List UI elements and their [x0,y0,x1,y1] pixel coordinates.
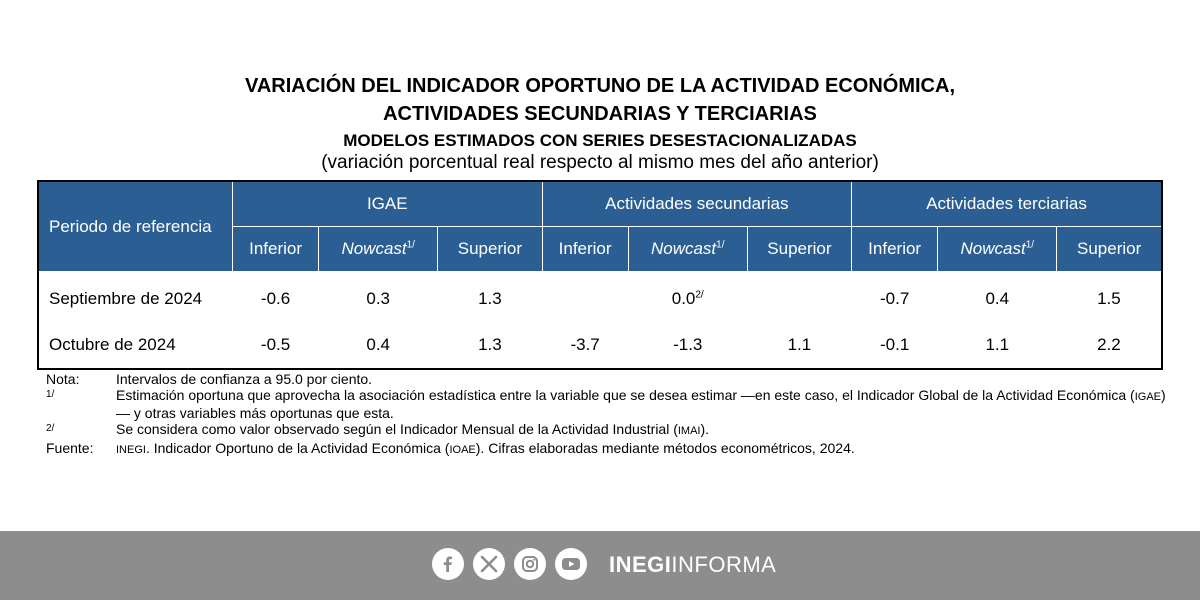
subtitle: MODELOS ESTIMADOS CON SERIES DESESTACION… [343,131,857,150]
col-nowcast: Nowcast1/ [318,226,439,272]
facebook-icon[interactable] [432,548,464,580]
note-text: INEGI. Indicador Oportuno de la Activida… [116,439,855,456]
units-caption: (variación porcentual real respecto al m… [321,152,879,173]
youtube-icon[interactable] [555,548,587,580]
note-label: 1/ [46,389,55,400]
note-nota: Nota: Intervalos de confianza a 95.0 por… [46,371,1166,387]
value-cell: 0.4 [985,289,1010,308]
data-table: Periodo de referencia IGAE Actividades s… [37,180,1163,370]
period-cell: Septiembre de 2024 [49,289,203,308]
note-1: 1/ Estimación oportuna que aprovecha la … [46,387,1166,421]
value-cell: 2.2 [1097,335,1121,354]
value-cell: 0.4 [366,335,391,354]
table-row: Septiembre de 2024 -0.6 0.3 1.3 0.02/ -0… [38,272,1162,323]
value-cell: -1.3 [673,335,703,354]
social-icons [432,548,587,580]
note-text: Intervalos de confianza a 95.0 por cient… [116,371,373,387]
value-cell: 1.1 [787,335,812,354]
note-label: Fuente: [46,439,94,456]
value-cell: 0.02/ [671,289,704,308]
brand-logo: INEGIINFORMA [609,552,777,577]
value-cell: 1.1 [985,335,1010,354]
title-line-2: ACTIVIDADES SECUNDARIAS Y TERCIARIAS [383,103,817,125]
note-label: Nota: [46,371,80,387]
col-inferior: Inferior [851,226,939,272]
value-cell: -0.5 [260,335,291,354]
col-inferior: Inferior [541,226,629,272]
group-header-terciarias: Actividades terciarias [851,180,1163,227]
table-row: Octubre de 2024 -0.5 0.4 1.3 -3.7 -1.3 1… [38,322,1162,369]
col-nowcast: Nowcast1/ [627,226,748,272]
title-block: VARIACIÓN DEL INDICADOR OPORTUNO DE LA A… [0,72,1200,174]
col-superior: Superior [1056,226,1163,272]
value-cell: -0.7 [879,289,910,308]
footnotes: Nota: Intervalos de confianza a 95.0 por… [46,371,1166,458]
value-cell [542,272,628,323]
value-cell: 1.3 [478,335,502,354]
group-header-igae: IGAE [232,180,543,227]
col-inferior: Inferior [231,226,320,272]
value-cell: -0.6 [260,289,291,308]
note-text: Estimación oportuna que aprovecha la aso… [116,387,1166,421]
footer-bar: INEGIINFORMA [0,531,1200,600]
note-2: 2/ Se considera como valor observado seg… [46,421,1166,440]
note-text: Se considera como valor observado según … [116,421,710,437]
instagram-icon[interactable] [514,548,546,580]
value-cell: -3.7 [570,335,600,354]
value-cell: 1.5 [1097,289,1121,308]
period-header: Periodo de referencia [37,180,233,272]
x-icon[interactable] [473,548,505,580]
group-header-secundarias: Actividades secundarias [541,180,853,227]
period-cell: Octubre de 2024 [49,335,176,354]
col-superior: Superior [746,226,853,272]
col-superior: Superior [437,226,543,272]
title-line-1: VARIACIÓN DEL INDICADOR OPORTUNO DE LA A… [244,75,955,97]
value-cell [747,272,851,323]
value-cell: 1.3 [478,289,502,308]
value-cell: -0.1 [879,335,910,354]
note-fuente: Fuente: INEGI. Indicador Oportuno de la … [46,440,1166,458]
value-cell: 0.3 [366,289,391,308]
note-label: 2/ [46,423,55,434]
col-nowcast: Nowcast1/ [937,226,1058,272]
